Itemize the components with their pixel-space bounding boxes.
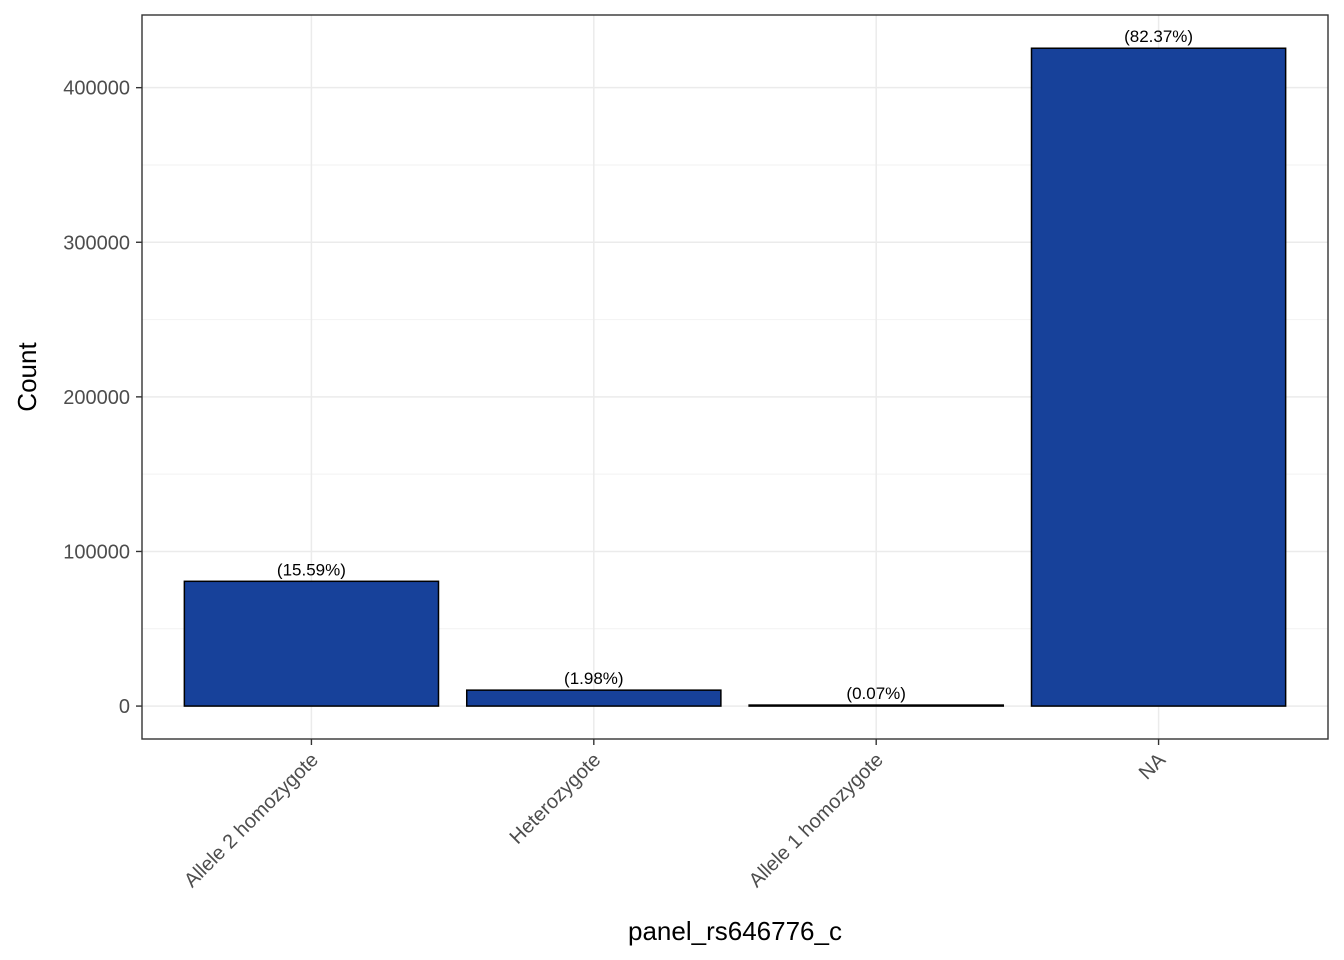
bar bbox=[183, 580, 440, 707]
x-tick-label: NA bbox=[1135, 749, 1171, 785]
y-axis: 0 100000 200000 300000 400000 bbox=[63, 78, 142, 718]
bar bbox=[465, 689, 722, 707]
bars bbox=[183, 47, 1287, 707]
x-axis: Allele 2 homozygote Heterozygote Allele 1 … bbox=[180, 739, 1171, 892]
x-tick-label: Allele 2 homozygote bbox=[180, 749, 323, 892]
bar-data-label: (82.37%) bbox=[1124, 27, 1193, 46]
x-tick-label: Heterozygote bbox=[506, 749, 606, 849]
bar-data-label: (1.98%) bbox=[564, 669, 624, 688]
y-tick-label: 0 bbox=[119, 696, 130, 718]
y-tick-label: 400000 bbox=[63, 78, 130, 100]
y-axis-title: Count bbox=[12, 342, 42, 412]
x-axis-title: panel_rs646776_c bbox=[628, 916, 842, 946]
bar bbox=[748, 704, 1005, 707]
panel-border bbox=[141, 14, 1329, 740]
y-tick-label: 100000 bbox=[63, 541, 130, 563]
bar bbox=[1030, 47, 1287, 707]
x-tick-label: Allele 1 homozygote bbox=[745, 749, 888, 892]
bar-labels: (15.59%) (1.98%) (0.07%) (82.37%) bbox=[277, 27, 1193, 703]
y-tick-label: 200000 bbox=[63, 387, 130, 409]
y-tick-label: 300000 bbox=[63, 232, 130, 254]
bar-data-label: (15.59%) bbox=[277, 560, 346, 579]
bar-data-label: (0.07%) bbox=[846, 684, 906, 703]
